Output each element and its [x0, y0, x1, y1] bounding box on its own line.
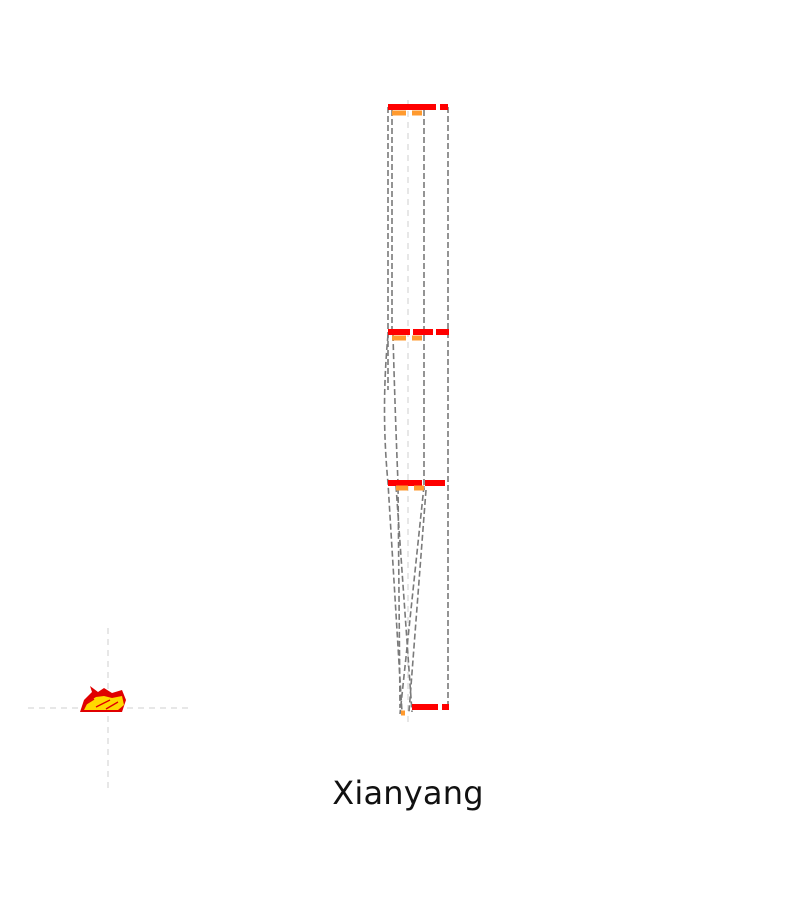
outline-group	[383, 107, 449, 715]
primary-bars	[388, 104, 449, 710]
flame-icon-spark-2	[95, 699, 111, 708]
city-label: Xianyang	[332, 774, 484, 812]
secondary-bars	[392, 110, 424, 716]
flame-icon-spark-1	[85, 698, 95, 705]
outline-inner-curve	[392, 334, 401, 709]
outline-left-curve	[383, 334, 403, 713]
outline-cross-b	[395, 485, 413, 713]
guide-lines	[28, 100, 409, 790]
outline-cross-c	[408, 489, 427, 713]
flame-icon	[80, 686, 126, 712]
flame-icon-spark-3	[105, 701, 119, 710]
outline-cross-a	[399, 485, 425, 715]
